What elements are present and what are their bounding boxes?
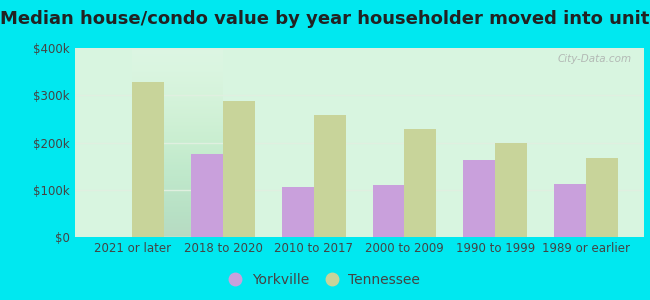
Bar [314,115,346,237]
Bar [554,184,586,237]
Bar [463,160,495,237]
Bar [404,129,436,237]
Bar [223,101,255,237]
Text: Median house/condo value by year householder moved into unit: Median house/condo value by year househo… [0,11,650,28]
Bar [282,188,314,237]
Bar [372,185,404,237]
Text: City-Data.com: City-Data.com [558,54,632,64]
Bar [133,82,164,237]
Bar [586,158,617,237]
Legend: Yorkville, Tennessee: Yorkville, Tennessee [224,268,426,293]
Bar [191,154,223,237]
Bar [495,142,527,237]
